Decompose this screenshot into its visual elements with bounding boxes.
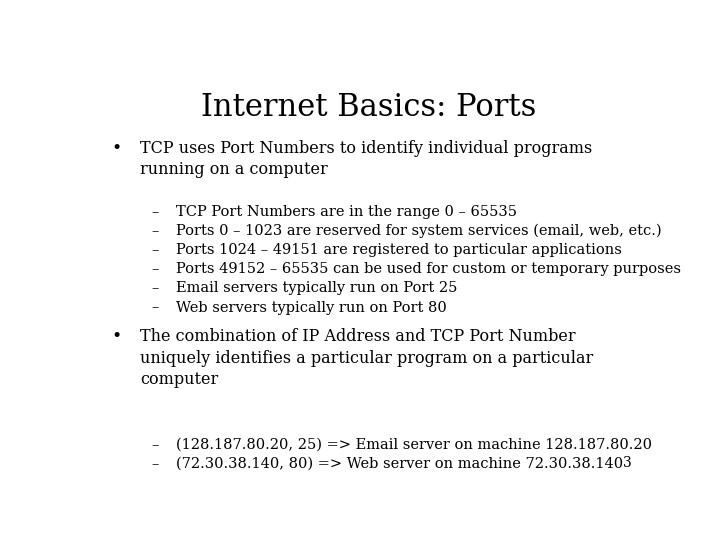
Text: –: – — [151, 457, 158, 471]
Text: Ports 0 – 1023 are reserved for system services (email, web, etc.): Ports 0 – 1023 are reserved for system s… — [176, 224, 662, 239]
Text: (128.187.80.20, 25) => Email server on machine 128.187.80.20: (128.187.80.20, 25) => Email server on m… — [176, 438, 652, 452]
Text: –: – — [151, 438, 158, 452]
Text: (72.30.38.140, 80) => Web server on machine 72.30.38.140: (72.30.38.140, 80) => Web server on mach… — [176, 457, 624, 471]
Text: –: – — [151, 262, 158, 276]
Text: Ports 49152 – 65535 can be used for custom or temporary purposes: Ports 49152 – 65535 can be used for cust… — [176, 262, 682, 276]
Text: TCP Port Numbers are in the range 0 – 65535: TCP Port Numbers are in the range 0 – 65… — [176, 205, 518, 219]
Text: –: – — [151, 301, 158, 315]
Text: –: – — [151, 224, 158, 238]
Text: •: • — [111, 140, 122, 157]
Text: The combination of IP Address and TCP Port Number: The combination of IP Address and TCP Po… — [140, 328, 576, 345]
Text: Web servers typically run on Port 80: Web servers typically run on Port 80 — [176, 301, 447, 315]
Text: –: – — [151, 243, 158, 257]
Text: –: – — [151, 205, 158, 219]
Text: Email servers typically run on Port 25: Email servers typically run on Port 25 — [176, 281, 458, 295]
Text: –: – — [151, 281, 158, 295]
Text: TCP uses Port Numbers to identify individual programs: TCP uses Port Numbers to identify indivi… — [140, 140, 593, 157]
Text: running on a computer: running on a computer — [140, 161, 328, 178]
Text: Internet Basics: Ports: Internet Basics: Ports — [202, 92, 536, 123]
Text: •: • — [111, 328, 122, 345]
Text: uniquely identifies a particular program on a particular: uniquely identifies a particular program… — [140, 349, 593, 367]
Text: computer: computer — [140, 371, 218, 388]
Text: Ports 1024 – 49151 are registered to particular applications: Ports 1024 – 49151 are registered to par… — [176, 243, 622, 257]
Text: 3: 3 — [623, 456, 631, 470]
